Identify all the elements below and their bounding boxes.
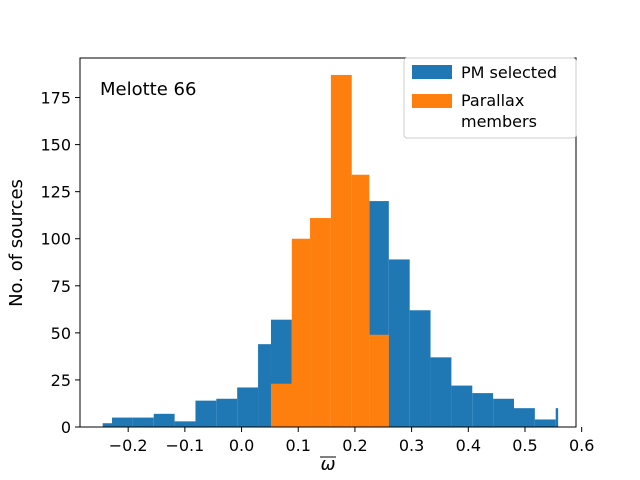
bar-pm-selected-15	[451, 385, 473, 427]
x-tick-label: −0.2	[109, 436, 148, 455]
x-tick-label: 0.5	[512, 436, 537, 455]
x-tick-label: 0.2	[342, 436, 367, 455]
y-tick-label: 25	[51, 371, 71, 390]
bar-parallax-members-2	[310, 218, 331, 427]
legend-label-pm-selected: PM selected	[461, 63, 557, 82]
plot-frame	[79, 57, 577, 428]
y-tick-label: 75	[51, 277, 71, 296]
y-tick-label: 150	[40, 136, 71, 155]
bar-pm-selected-4	[174, 421, 196, 427]
bar-pm-selected-0	[102, 423, 113, 427]
y-tick-label: 125	[40, 183, 71, 202]
bar-pm-selected-14	[430, 357, 452, 427]
x-axis-label: ω	[320, 454, 335, 475]
bar-pm-selected-6	[216, 398, 238, 427]
bar-pm-selected-13	[409, 310, 431, 427]
bar-pm-selected-2	[132, 417, 154, 427]
bar-parallax-members-0	[270, 383, 292, 427]
bars-orange-group	[270, 74, 389, 427]
bar-pm-selected-8	[258, 344, 271, 427]
x-tick-label: 0.0	[229, 436, 254, 455]
legend-swatch-pm-selected	[412, 65, 452, 79]
bar-pm-selected-20	[555, 408, 559, 427]
x-axis: −0.2 −0.1 0.0 0.1 0.2 0.3 0.4 0.5 0.6	[109, 427, 594, 455]
x-tick-label: 0.1	[286, 436, 311, 455]
y-tick-label: 175	[40, 89, 71, 108]
x-tick-label: −0.1	[165, 436, 204, 455]
cluster-annotation: Melotte 66	[100, 79, 196, 100]
x-tick-label: 0.4	[456, 436, 481, 455]
y-axis-label: No. of sources	[6, 179, 27, 307]
bar-pm-selected-12	[388, 259, 410, 427]
x-tick-label: 0.6	[569, 436, 594, 455]
bar-pm-selected-19	[534, 419, 556, 427]
legend-label-parallax-members-line2: members	[461, 112, 537, 131]
bar-pm-selected-7	[237, 387, 259, 427]
y-axis: 0 25 50 75 100 125 150 175	[40, 89, 80, 437]
bar-pm-selected-16	[472, 393, 494, 427]
x-tick-label: 0.3	[399, 436, 424, 455]
bar-parallax-members-1	[291, 238, 311, 427]
y-tick-label: 100	[40, 230, 71, 249]
bar-parallax-members-3	[330, 74, 352, 427]
bar-pm-selected-5	[195, 400, 217, 427]
bar-pm-selected-18	[513, 408, 535, 427]
legend-label-parallax-members-line1: Parallax	[461, 91, 524, 110]
bar-parallax-members-4	[351, 174, 370, 427]
legend-swatch-parallax-members	[412, 94, 452, 108]
bar-pm-selected-1	[112, 417, 133, 427]
y-tick-label: 50	[51, 324, 71, 343]
legend: PM selected Parallax members	[403, 57, 577, 139]
bar-pm-selected-17	[493, 398, 514, 427]
y-tick-label: 0	[61, 418, 71, 437]
bar-parallax-members-5	[369, 334, 389, 427]
bar-pm-selected-3	[153, 413, 175, 427]
